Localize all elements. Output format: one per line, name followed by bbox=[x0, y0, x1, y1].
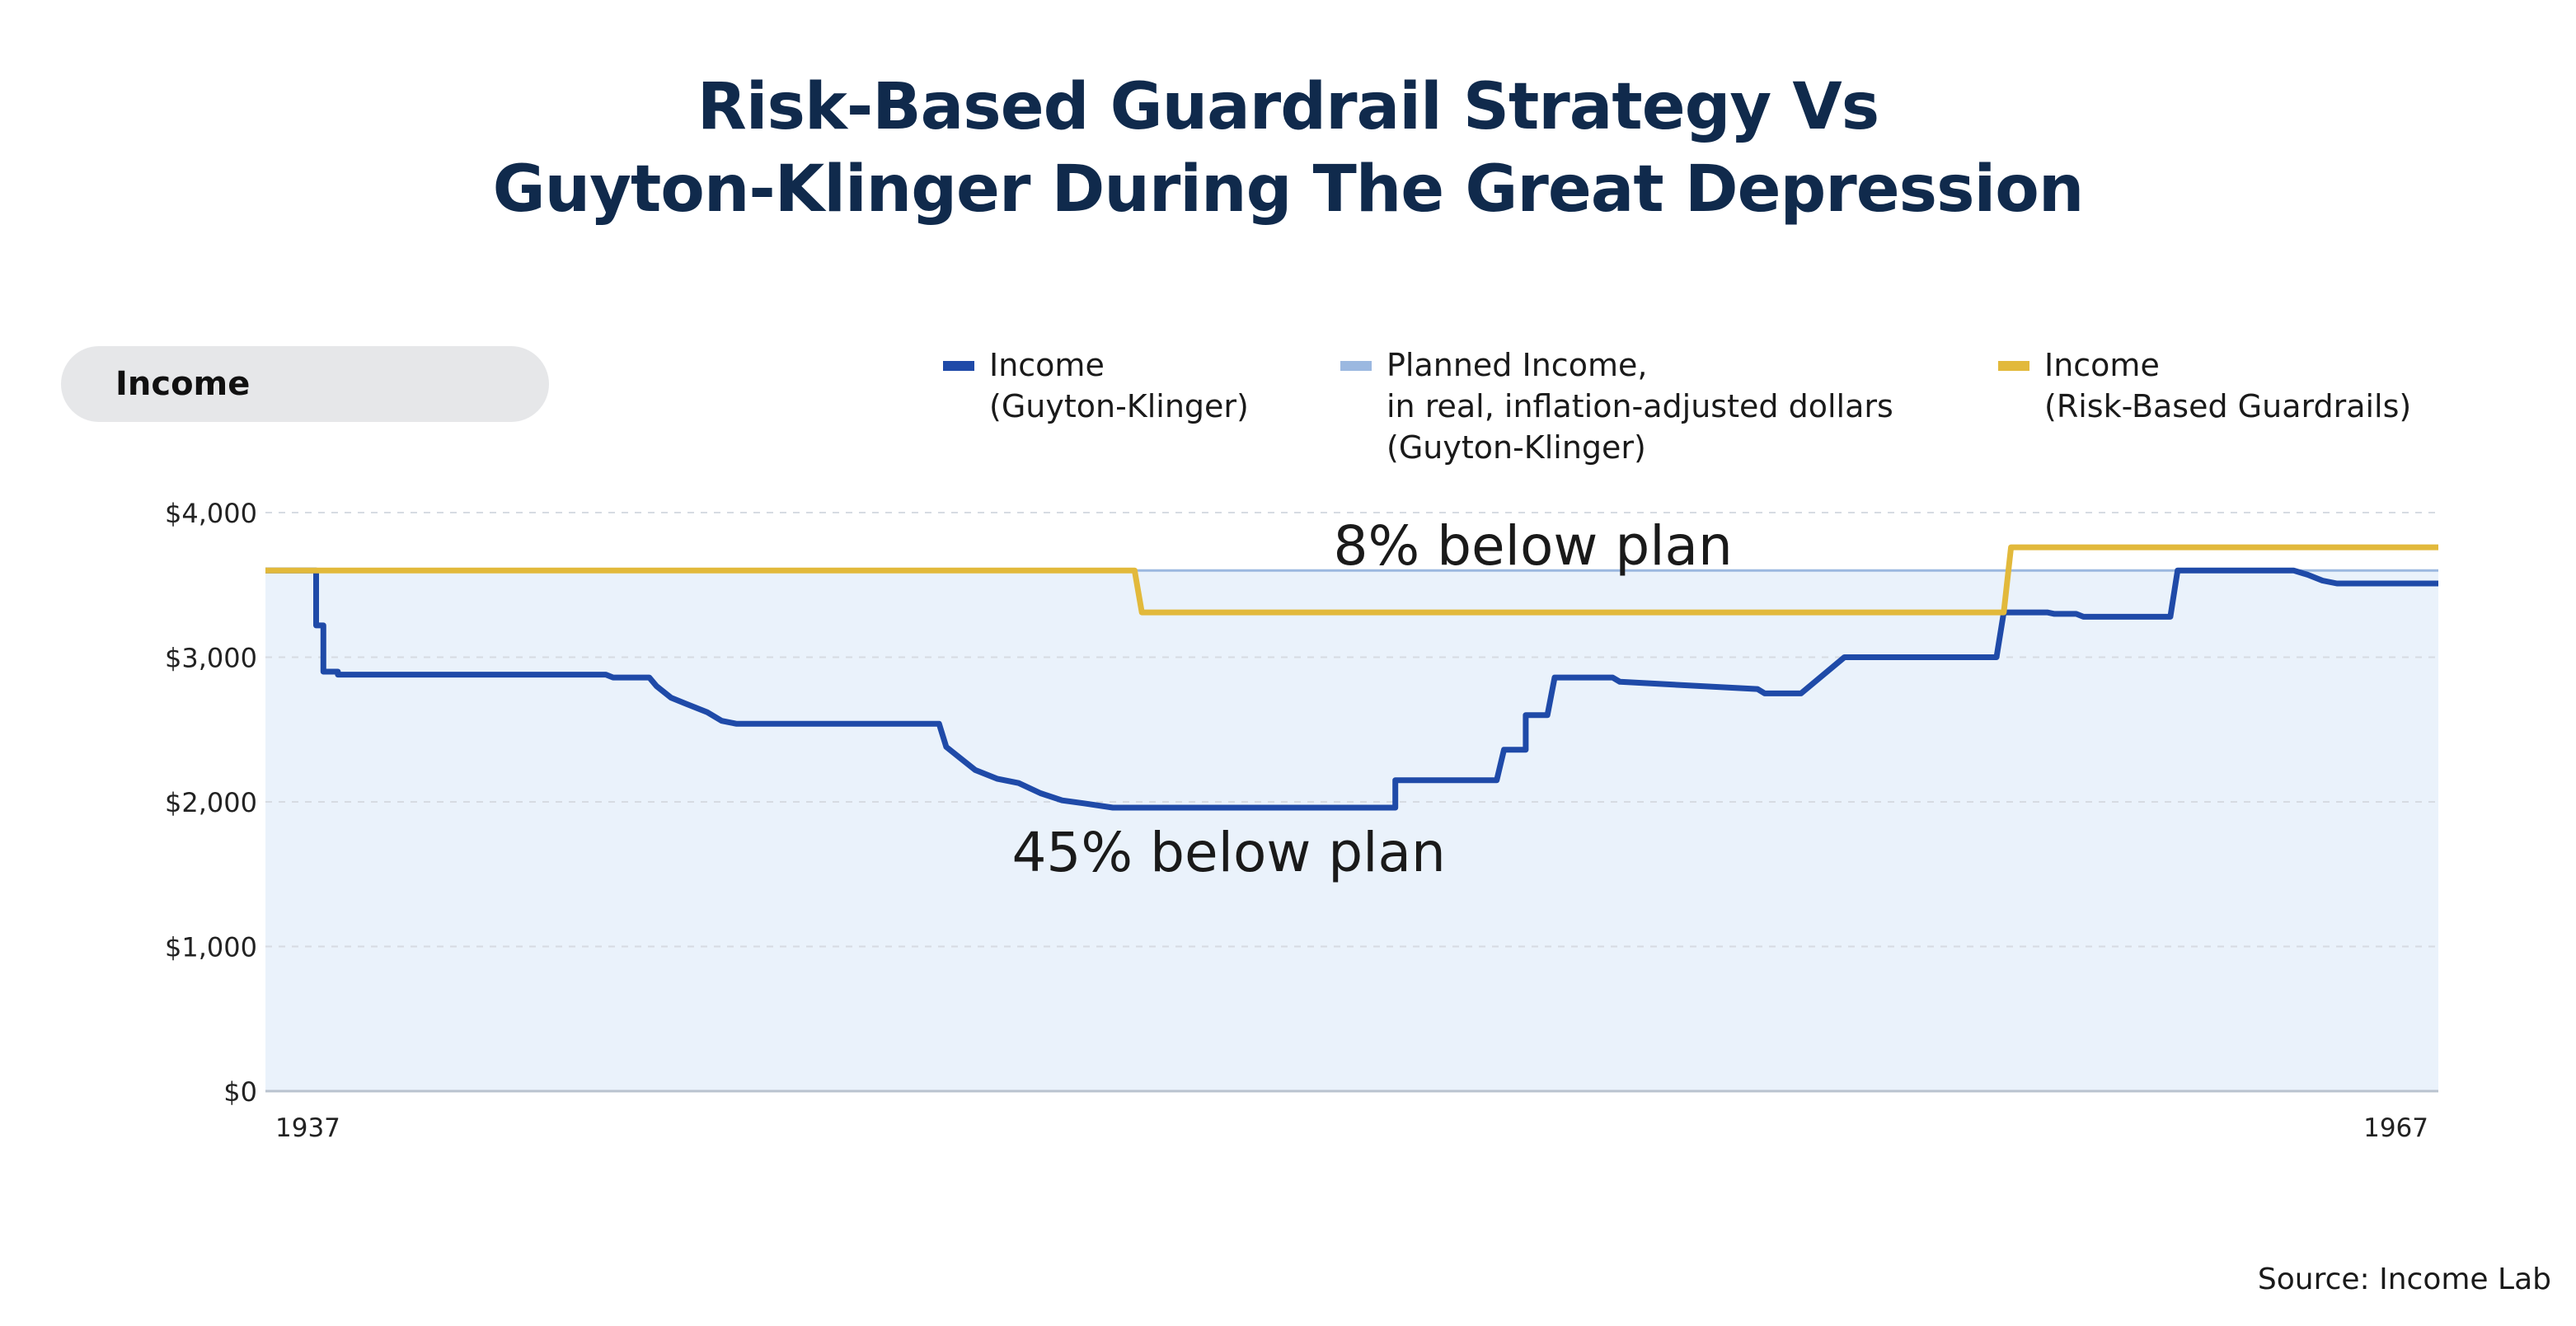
legend-swatch-rbg-income bbox=[1998, 361, 2029, 371]
legend-label: Planned Income, bbox=[1387, 347, 1648, 383]
y-tick-label: $1,000 bbox=[165, 932, 257, 963]
legend-swatch-planned-income bbox=[1340, 361, 1372, 371]
series-line-rbg-income bbox=[265, 544, 2438, 616]
y-tick-label: $3,000 bbox=[165, 643, 257, 674]
chart-title-line-1: Risk-Based Guardrail Strategy Vs bbox=[697, 70, 1879, 144]
chart-title-line-2: Guyton-Klinger During The Great Depressi… bbox=[492, 152, 2085, 227]
legend-label: (Guyton-Klinger) bbox=[1387, 429, 1646, 466]
y-tick-label: $2,000 bbox=[165, 787, 257, 818]
series-line-gk-income bbox=[265, 567, 2438, 811]
legend-label: Income bbox=[989, 347, 1105, 383]
x-tick-label: 1967 bbox=[2363, 1113, 2428, 1143]
panel-label: Income bbox=[115, 365, 251, 403]
y-tick-label: $0 bbox=[223, 1076, 257, 1108]
legend-label: Income bbox=[2044, 347, 2160, 383]
annotation-label: 8% below plan bbox=[1333, 514, 1732, 578]
x-tick-label: 1937 bbox=[275, 1113, 340, 1143]
legend-label: in real, inflation-adjusted dollars bbox=[1387, 388, 1893, 424]
legend-swatch-gk-income bbox=[943, 361, 974, 371]
legend-label: (Risk-Based Guardrails) bbox=[2044, 388, 2412, 424]
chart-title: Risk-Based Guardrail Strategy Vs Guyton-… bbox=[0, 66, 2576, 231]
y-tick-label: $4,000 bbox=[165, 498, 257, 529]
legend-label: (Guyton-Klinger) bbox=[989, 388, 1249, 424]
panel-label-pill: Income bbox=[61, 346, 549, 422]
source-note: Source: Income Lab bbox=[2257, 1263, 2551, 1296]
annotation-label: 45% below plan bbox=[1011, 821, 1445, 884]
